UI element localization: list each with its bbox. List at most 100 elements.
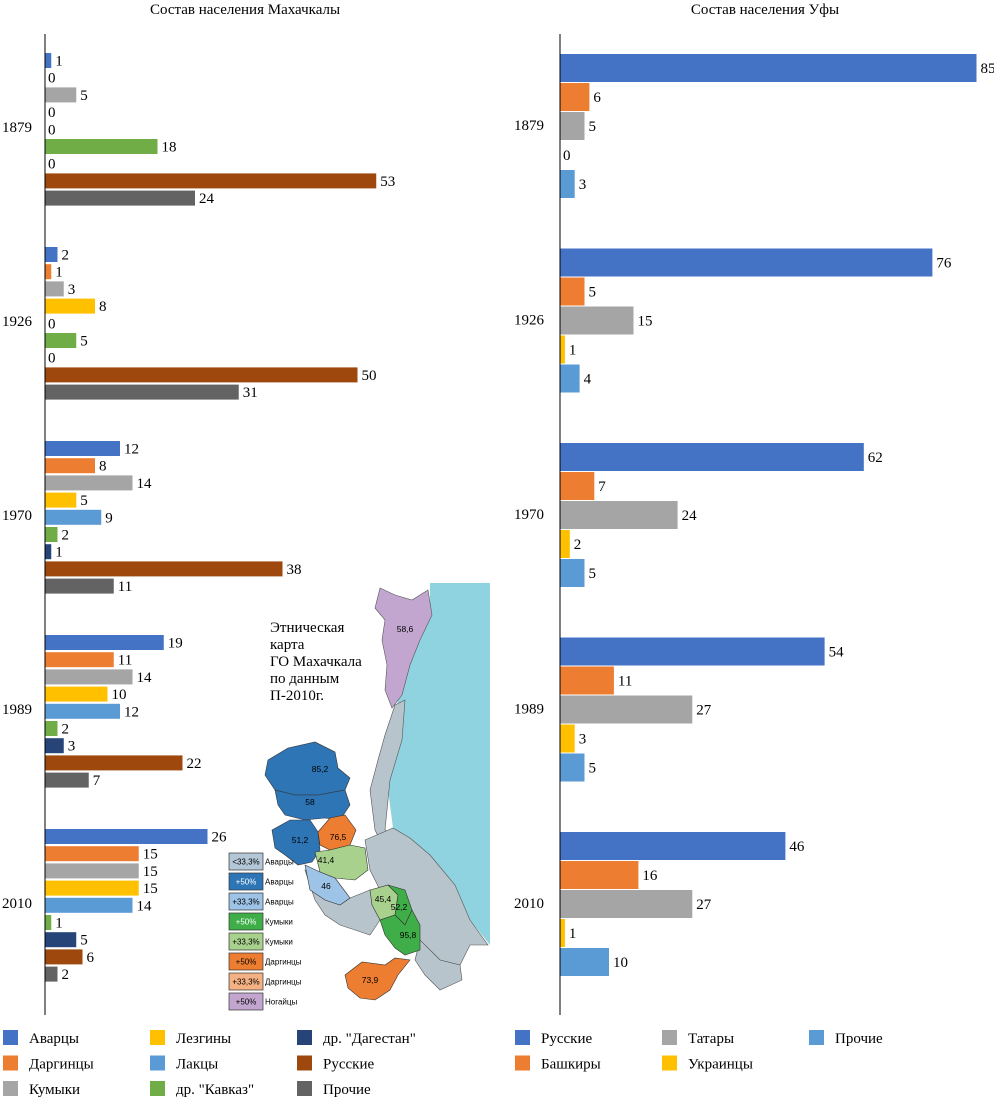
makhachkala-legend-swatch <box>297 1030 312 1045</box>
makhachkala-bar-лакцы-1989 <box>45 703 120 719</box>
ufa-data-label: 1 <box>569 926 577 942</box>
ufa-data-label: 15 <box>638 314 653 330</box>
ufa-legend-label: Русские <box>541 1031 592 1047</box>
makhachkala-category-labels: 1879 1926 1970 1989 2010 <box>2 120 33 912</box>
map-legend-value: +50% <box>236 958 257 967</box>
map-region-label: 73,9 <box>362 975 379 985</box>
ufa-legend-label: Татары <box>688 1031 734 1047</box>
makhachkala-bar-др.-кавказ-2010 <box>45 915 52 930</box>
map-legend-swatch <box>228 992 264 1011</box>
makhachkala-legend-label: Лезгины <box>176 1031 231 1047</box>
makhachkala-data-label: 1 <box>55 54 63 70</box>
makhachkala-data-label: 10 <box>112 687 127 703</box>
ufa-data-label: 0 <box>563 148 571 164</box>
makhachkala-data-label: 24 <box>199 191 215 207</box>
ufa-data-label: 11 <box>618 674 632 690</box>
makhachkala-data-label: 0 <box>48 105 56 121</box>
ufa-legend-swatch <box>662 1055 677 1071</box>
map-title-line: П-2010г. <box>270 688 324 704</box>
makhachkala-legend: Аварцы Даргинцы Кумыки Лезгины Лакцы др. "Кав… <box>3 1030 416 1098</box>
map-legend-swatch <box>228 972 264 991</box>
makhachkala-data-label: 31 <box>243 385 258 401</box>
ufa-data-label: 24 <box>682 508 698 524</box>
ufa-data-label: 2 <box>574 537 582 553</box>
makhachkala-bar-русские-1970 <box>45 561 283 577</box>
ufa-bar-украинцы-1970 <box>560 530 570 558</box>
makhachkala-legend-label: Аварцы <box>29 1031 79 1047</box>
ufa-bar-башкиры-2010 <box>560 861 639 889</box>
map-region-avar-north <box>264 741 351 796</box>
ufa-legend-swatch <box>809 1030 824 1045</box>
makhachkala-bar-др.-кавказ-1879 <box>45 139 158 154</box>
makhachkala-bar-др.-дагестан-1970 <box>45 544 52 560</box>
makhachkala-bar-русские-1926 <box>45 367 358 383</box>
makhachkala-bar-прочие-1970 <box>45 578 114 594</box>
makhachkala-legend-swatch <box>150 1081 165 1096</box>
makhachkala-bar-аварцы-1970 <box>45 441 120 456</box>
map-legend: <33,3% Аварцы +50% Аварцы +33,3% Аварцы +50% Ку… <box>228 852 302 1011</box>
map-legend-label: Кумыки <box>265 938 293 947</box>
makhachkala-legend-label: Прочие <box>323 1082 371 1098</box>
map-region-label: 51,2 <box>292 835 309 845</box>
map-region-label: 45,4 <box>375 894 392 904</box>
makhachkala-data-label: 26 <box>212 830 228 846</box>
ethnic-map-inset: 58,6 85,2 58 51,2 76,5 41,4 46 45,452,2 95,8 73,9… <box>228 583 490 1011</box>
map-legend-label: Даргинцы <box>265 958 302 967</box>
map-region-dargin-south <box>344 957 411 1001</box>
makhachkala-bar-даргинцы-1970 <box>45 458 95 474</box>
ufa-bar-прочие-2010 <box>560 948 609 976</box>
map-legend-swatch <box>228 872 264 891</box>
ufa-bar-русские-2010 <box>560 832 786 860</box>
makhachkala-category-label: 1989 <box>2 702 32 718</box>
makhachkala-category-label: 2010 <box>2 896 32 912</box>
map-region-label: 41,4 <box>318 855 335 865</box>
ufa-bar-русские-1879 <box>560 54 977 82</box>
ufa-bar-татары-1989 <box>560 695 693 724</box>
makhachkala-bar-даргинцы-2010 <box>45 846 139 862</box>
makhachkala-bar-кумыки-1970 <box>45 475 133 491</box>
makhachkala-legend-label: др. "Кавказ" <box>176 1082 254 1098</box>
makhachkala-bar-русские-1879 <box>45 173 377 189</box>
map-legend-swatch <box>228 932 264 951</box>
makhachkala-data-label: 11 <box>118 653 132 669</box>
makhachkala-data-label: 7 <box>93 773 101 789</box>
ufa-bar-башкиры-1879 <box>560 83 590 111</box>
map-legend-label: Ногайцы <box>265 998 297 1007</box>
makhachkala-bar-русские-1989 <box>45 755 183 771</box>
makhachkala-bar-даргинцы-1926 <box>45 264 52 280</box>
makhachkala-data-label: 22 <box>187 756 202 772</box>
ufa-data-label: 46 <box>789 839 805 855</box>
ufa-chart-title: Состав населения Уфы <box>691 2 839 18</box>
map-region-labels: 58,6 85,2 58 51,2 76,5 41,4 46 45,452,2 95,8 73,9 <box>292 624 417 985</box>
map-legend-value: +33,3% <box>232 978 259 987</box>
map-legend-label: Аварцы <box>265 898 294 907</box>
map-legend-value: +33,3% <box>232 938 259 947</box>
makhachkala-bar-кумыки-2010 <box>45 863 139 879</box>
ufa-data-label: 5 <box>589 566 597 582</box>
map-legend-label: Кумыки <box>265 918 293 927</box>
makhachkala-legend-swatch <box>297 1055 312 1071</box>
ufa-data-label: 62 <box>868 450 883 466</box>
makhachkala-data-label: 1 <box>55 916 63 932</box>
ufa-legend-swatch <box>662 1030 677 1045</box>
makhachkala-bar-прочие-1926 <box>45 384 239 400</box>
map-legend-label: Аварцы <box>265 858 294 867</box>
makhachkala-category-label: 1879 <box>2 120 32 136</box>
ufa-bar-татары-1926 <box>560 306 634 335</box>
ufa-legend: Русские Башкиры Татары Украинцы Прочие <box>515 1030 883 1073</box>
makhachkala-bar-др.-дагестан-1989 <box>45 738 64 754</box>
map-legend-value: +50% <box>236 998 257 1007</box>
ufa-category-labels: 1879 1926 1970 1989 2010 <box>514 118 545 912</box>
makhachkala-legend-label: Лакцы <box>176 1057 218 1073</box>
ufa-data-label: 54 <box>829 645 845 661</box>
ufa-chart: Состав населения Уфы 8565037651514627242… <box>514 2 994 1015</box>
ufa-category-label: 1926 <box>514 313 545 329</box>
map-title-line: Этническая <box>270 620 344 636</box>
map-region-dargin-north <box>317 814 357 851</box>
ufa-data-label: 1 <box>569 343 577 359</box>
ufa-data-label: 27 <box>696 897 712 913</box>
map-region-label: 85,2 <box>312 764 329 774</box>
map-legend-swatch <box>228 912 264 931</box>
